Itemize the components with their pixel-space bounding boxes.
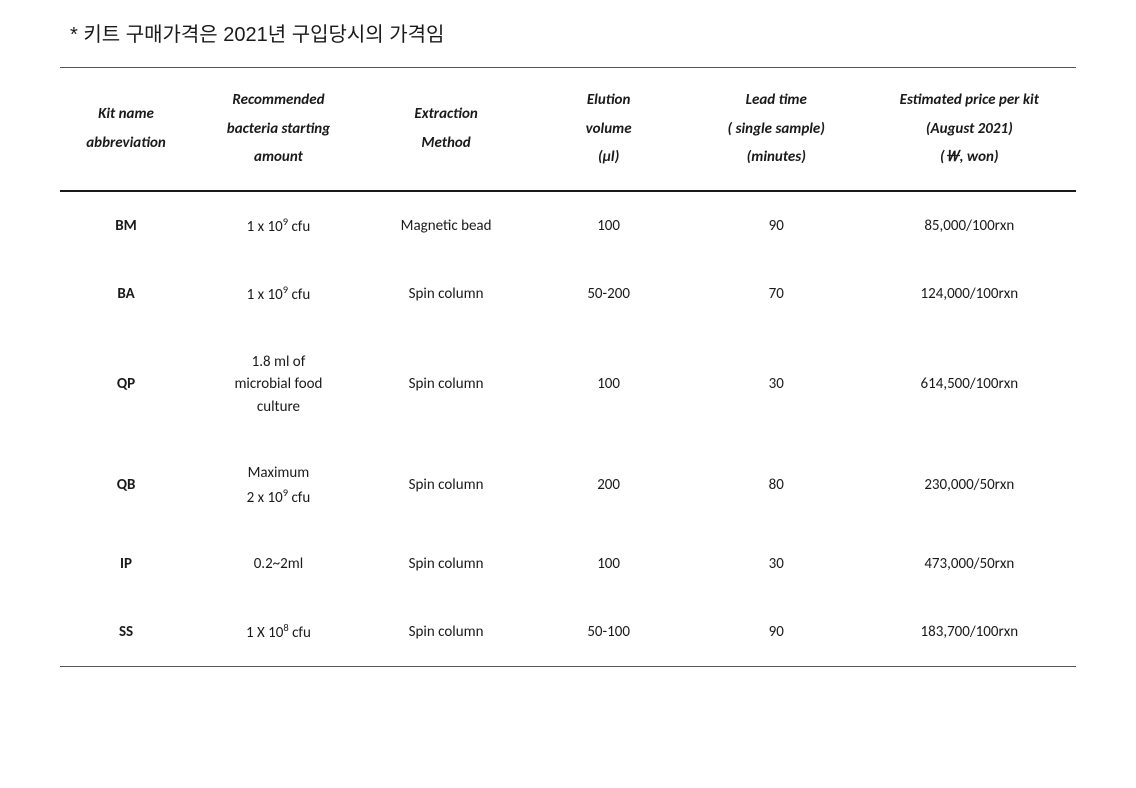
kit-comparison-table: Kit nameabbreviationRecommendedbacteria … [60, 67, 1076, 667]
cell-lead: 80 [690, 440, 863, 531]
cell-price: 85,000/100rxn [863, 191, 1076, 261]
table-row: QP1.8 ml ofmicrobial foodcultureSpin col… [60, 329, 1076, 441]
cell-kit: IP [60, 531, 192, 598]
cell-method: Spin column [365, 440, 528, 531]
cell-amount: 0.2~2ml [192, 531, 365, 598]
table-row: QBMaximum2 x 109 cfuSpin column20080230,… [60, 440, 1076, 531]
cell-amount: 1 X 108 cfu [192, 598, 365, 667]
col-header-lead: Lead time( single sample)(minutes) [690, 68, 863, 191]
cell-kit: BA [60, 260, 192, 329]
cell-elution: 100 [527, 329, 690, 441]
cell-amount: 1.8 ml ofmicrobial foodculture [192, 329, 365, 441]
cell-lead: 30 [690, 531, 863, 598]
table-row: BM1 x 109 cfuMagnetic bead1009085,000/10… [60, 191, 1076, 261]
table-body: BM1 x 109 cfuMagnetic bead1009085,000/10… [60, 191, 1076, 667]
cell-price: 124,000/100rxn [863, 260, 1076, 329]
cell-method: Spin column [365, 260, 528, 329]
col-header-kit: Kit nameabbreviation [60, 68, 192, 191]
cell-kit: SS [60, 598, 192, 667]
cell-method: Magnetic bead [365, 191, 528, 261]
cell-lead: 90 [690, 598, 863, 667]
cell-kit: QB [60, 440, 192, 531]
cell-method: Spin column [365, 531, 528, 598]
cell-elution: 50-100 [527, 598, 690, 667]
cell-amount: 1 x 109 cfu [192, 191, 365, 261]
cell-kit: BM [60, 191, 192, 261]
table-row: IP0.2~2mlSpin column10030473,000/50rxn [60, 531, 1076, 598]
col-header-price: Estimated price per kit(August 2021)(￦, … [863, 68, 1076, 191]
cell-elution: 200 [527, 440, 690, 531]
cell-price: 183,700/100rxn [863, 598, 1076, 667]
table-row: SS1 X 108 cfuSpin column50-10090183,700/… [60, 598, 1076, 667]
cell-lead: 70 [690, 260, 863, 329]
cell-elution: 100 [527, 531, 690, 598]
cell-kit: QP [60, 329, 192, 441]
cell-elution: 50-200 [527, 260, 690, 329]
cell-lead: 30 [690, 329, 863, 441]
cell-method: Spin column [365, 598, 528, 667]
header-row: Kit nameabbreviationRecommendedbacteria … [60, 68, 1076, 191]
cell-lead: 90 [690, 191, 863, 261]
cell-amount: 1 x 109 cfu [192, 260, 365, 329]
cell-amount: Maximum2 x 109 cfu [192, 440, 365, 531]
col-header-amount: Recommendedbacteria startingamount [192, 68, 365, 191]
table-header: Kit nameabbreviationRecommendedbacteria … [60, 68, 1076, 191]
cell-price: 614,500/100rxn [863, 329, 1076, 441]
col-header-elution: Elutionvolume(µl) [527, 68, 690, 191]
col-header-method: ExtractionMethod [365, 68, 528, 191]
cell-price: 473,000/50rxn [863, 531, 1076, 598]
kit-table-container: Kit nameabbreviationRecommendedbacteria … [60, 67, 1076, 667]
cell-price: 230,000/50rxn [863, 440, 1076, 531]
cell-method: Spin column [365, 329, 528, 441]
price-note: * 키트 구매가격은 2021년 구입당시의 가격임 [70, 18, 1076, 47]
cell-elution: 100 [527, 191, 690, 261]
table-row: BA1 x 109 cfuSpin column50-20070124,000/… [60, 260, 1076, 329]
